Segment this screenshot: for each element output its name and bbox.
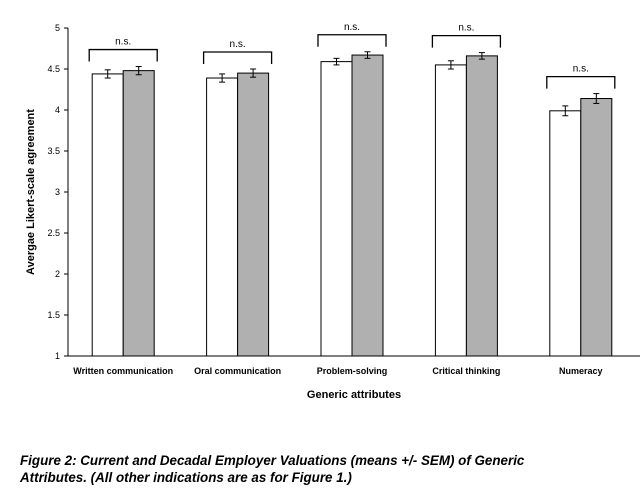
y-tick-label: 2 xyxy=(55,269,60,279)
y-tick-label: 5 xyxy=(55,23,60,33)
significance-label: n.s. xyxy=(230,39,246,50)
caption-line-1: Figure 2: Current and Decadal Employer V… xyxy=(20,453,525,468)
bar xyxy=(465,55,498,357)
bar xyxy=(580,98,613,357)
significance-label: n.s. xyxy=(573,64,589,75)
bar-chart: 1 1.5 2 2.5 3 3.5 4 4.5 5 n.s. n.s. n.s. n.s. n.s. W… xyxy=(25,22,640,401)
x-category-label: Critical thinking xyxy=(432,366,500,376)
y-tick-label: 4.5 xyxy=(47,64,60,74)
significance-bracket xyxy=(202,51,273,64)
x-category-label: Numeracy xyxy=(559,366,603,376)
significance-bracket xyxy=(317,34,387,47)
y-tick-label: 1.5 xyxy=(47,310,60,320)
significance-label: n.s. xyxy=(115,37,131,48)
bar xyxy=(237,72,270,357)
y-tick-label: 4 xyxy=(55,105,60,115)
x-axis-title: Generic attributes xyxy=(307,389,401,401)
y-tick-label: 3.5 xyxy=(47,146,60,156)
bar xyxy=(91,73,124,357)
x-category-label: Oral communication xyxy=(194,366,281,376)
y-axis-title: Avergae Likert-scale agreement xyxy=(25,109,37,275)
bar xyxy=(549,110,582,357)
x-category-label: Written communication xyxy=(73,366,173,376)
bar xyxy=(320,61,353,357)
significance-bracket xyxy=(431,34,502,48)
figure-caption: Figure 2: Current and Decadal Employer V… xyxy=(20,452,620,486)
y-tick-label: 1 xyxy=(55,351,60,361)
x-category-label: Problem-solving xyxy=(317,366,388,376)
bar xyxy=(122,70,155,357)
significance-label: n.s. xyxy=(344,22,360,33)
caption-line-2: Attributes. (All other indications are a… xyxy=(20,470,352,485)
significance-bracket xyxy=(546,75,616,89)
bar xyxy=(434,64,467,357)
bar xyxy=(206,77,239,357)
y-tick-label: 3 xyxy=(55,187,60,197)
bar xyxy=(351,54,384,357)
significance-bracket xyxy=(88,48,158,62)
significance-label: n.s. xyxy=(458,23,474,34)
y-tick-label: 2.5 xyxy=(47,228,60,238)
